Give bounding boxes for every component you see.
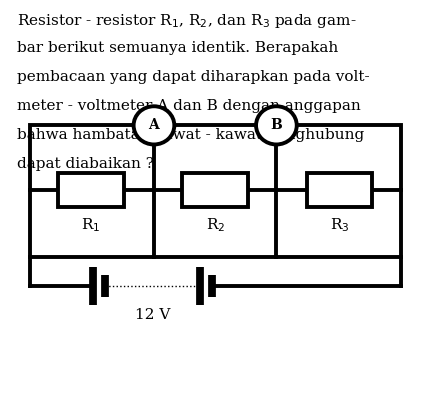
Text: B: B (271, 118, 282, 133)
Bar (58, 173, 124, 207)
Bar (182, 173, 248, 207)
Text: R$_2$: R$_2$ (206, 217, 225, 234)
Text: 12 V: 12 V (135, 308, 170, 322)
Circle shape (134, 106, 174, 144)
Text: Resistor - resistor R$_1$, R$_2$, dan R$_3$ pada gam-: Resistor - resistor R$_1$, R$_2$, dan R$… (17, 12, 357, 30)
Bar (30, 125, 401, 257)
Text: R$_1$: R$_1$ (81, 217, 100, 234)
Text: pembacaan yang dapat diharapkan pada volt-: pembacaan yang dapat diharapkan pada vol… (17, 70, 370, 84)
Circle shape (256, 106, 297, 144)
Text: dapat diabaikan ?: dapat diabaikan ? (17, 157, 154, 171)
Bar (307, 173, 372, 207)
Text: A: A (148, 118, 159, 133)
Text: R$_3$: R$_3$ (330, 217, 349, 234)
Text: bar berikut semuanya identik. Berapakah: bar berikut semuanya identik. Berapakah (17, 41, 338, 55)
Text: meter - voltmeter A dan B dengan anggapan: meter - voltmeter A dan B dengan anggapa… (17, 99, 361, 113)
Text: bahwa hambatan kawat - kawat penghubung: bahwa hambatan kawat - kawat penghubung (17, 128, 364, 142)
